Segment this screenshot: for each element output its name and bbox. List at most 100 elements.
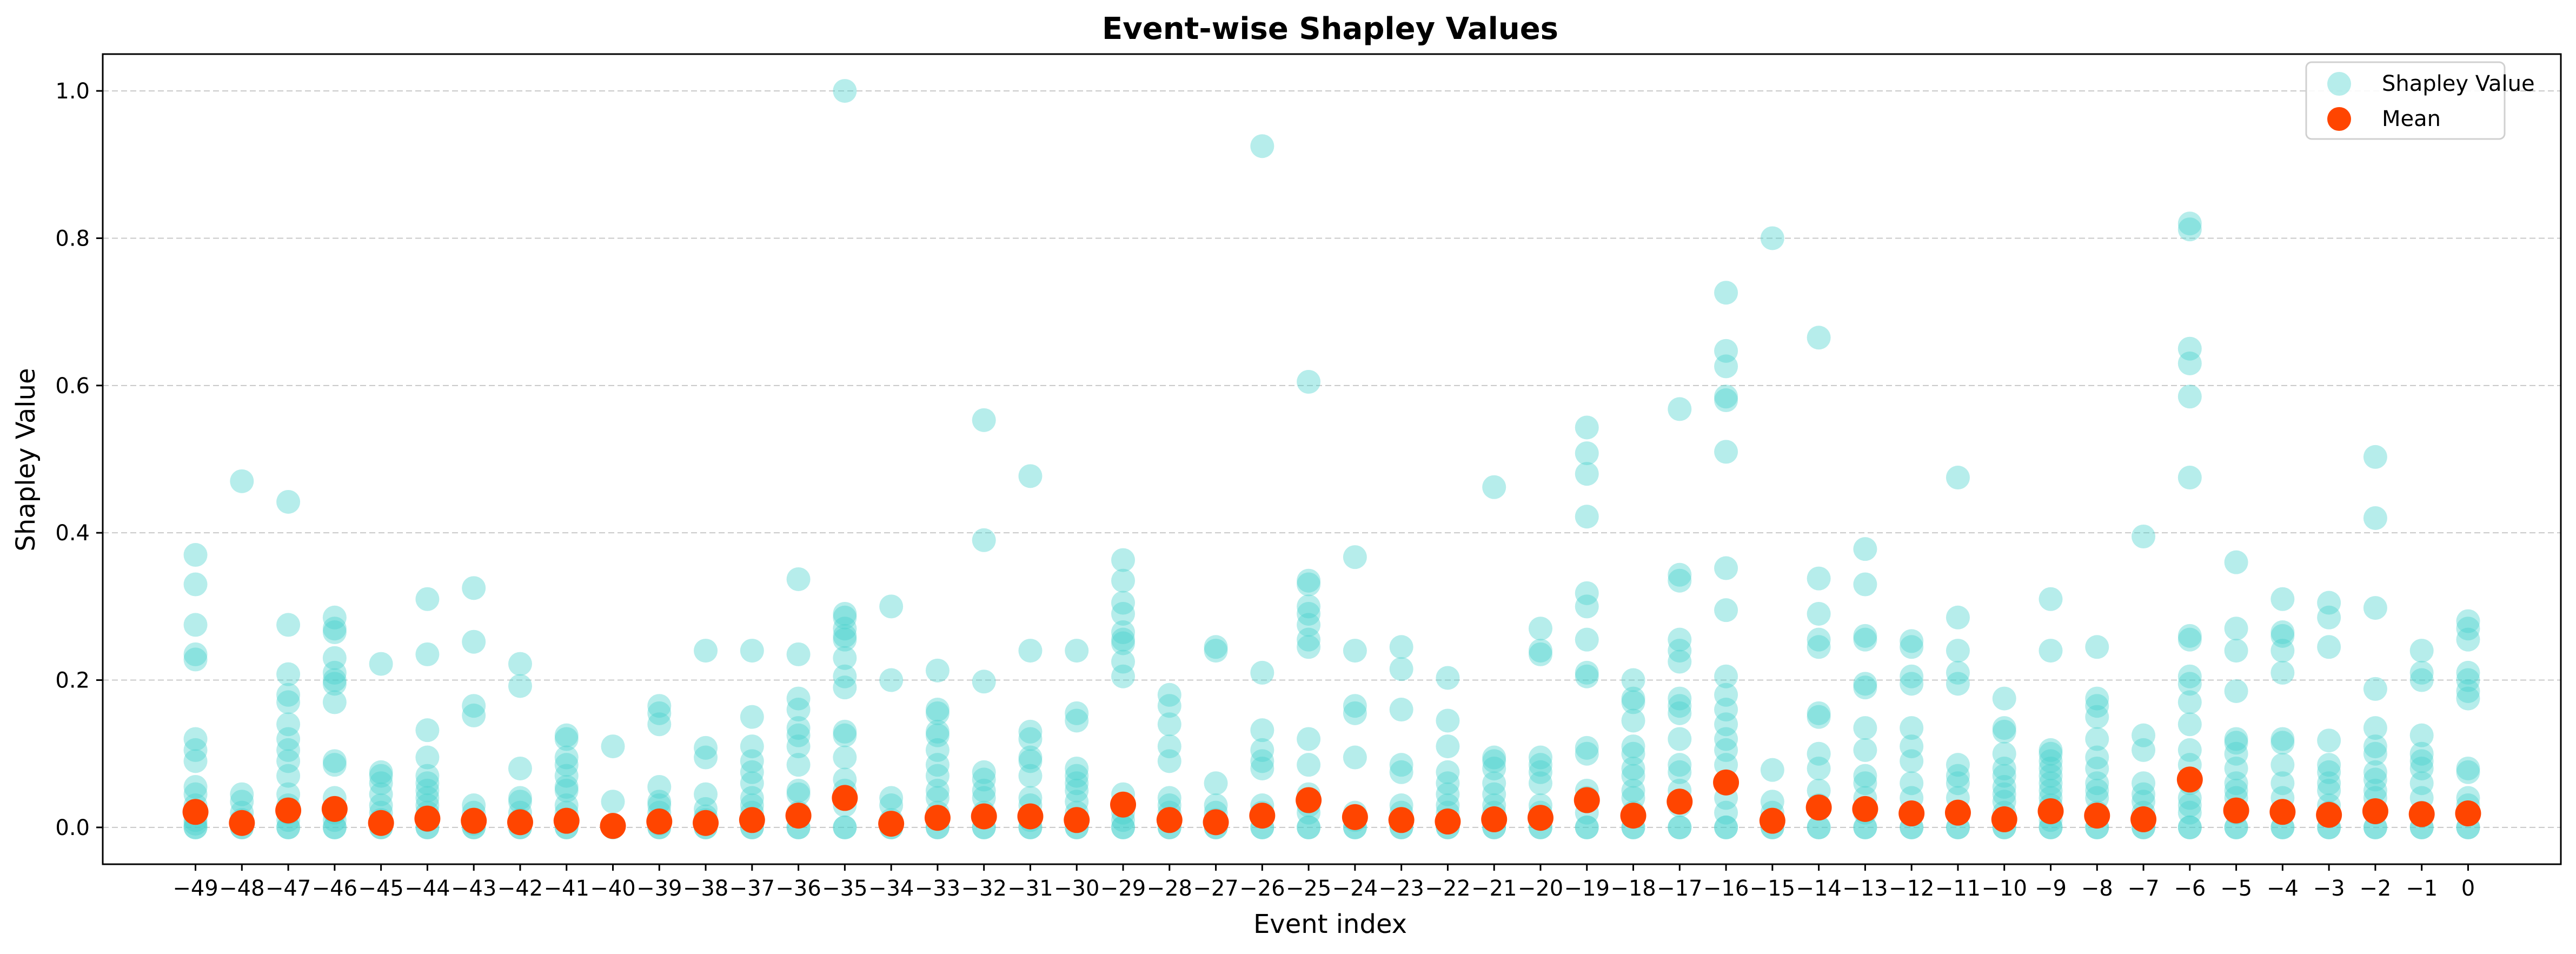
- shapley-point: [369, 771, 393, 796]
- shapley-point: [833, 675, 857, 700]
- shapley-point: [2317, 778, 2341, 803]
- shapley-point: [1065, 790, 1089, 814]
- shapley-point: [1992, 775, 2016, 799]
- mean-point: [2455, 800, 2481, 827]
- shapley-point: [2317, 591, 2341, 615]
- shapley-point: [415, 718, 440, 743]
- shapley-point: [1297, 568, 1321, 593]
- shapley-point: [2363, 716, 2387, 740]
- shapley-point: [1343, 545, 1367, 569]
- y-tick-label: 0.0: [55, 816, 90, 840]
- shapley-point: [2132, 782, 2156, 806]
- shapley-point: [786, 698, 811, 722]
- shapley-point: [2039, 639, 2063, 663]
- shapley-point: [1436, 771, 1460, 796]
- mean-point: [1110, 791, 1137, 818]
- x-tick-label: −25: [1286, 876, 1331, 901]
- legend-marker-shapley: [2327, 72, 2351, 96]
- x-tick-label: −32: [961, 876, 1006, 901]
- shapley-point: [879, 793, 904, 818]
- x-tick-label: −35: [822, 876, 867, 901]
- shapley-point: [972, 786, 996, 810]
- shapley-point: [276, 749, 301, 773]
- shapley-point: [276, 683, 301, 707]
- mean-point: [2408, 801, 2435, 827]
- shapley-point: [786, 753, 811, 777]
- shapley-point: [1621, 741, 1645, 766]
- mean-point: [1481, 806, 1508, 832]
- shapley-point: [925, 764, 950, 788]
- shapley-point: [740, 734, 764, 759]
- shapley-point: [276, 489, 301, 514]
- legend-box: [2305, 61, 2506, 140]
- shapley-point: [2456, 760, 2480, 784]
- shapley-point: [1992, 686, 2016, 711]
- shapley-point: [508, 674, 532, 698]
- shapley-point: [415, 642, 440, 666]
- shapley-point: [2039, 749, 2063, 773]
- shapley-point: [1668, 815, 1692, 839]
- shapley-point: [1250, 756, 1274, 780]
- shapley-point: [833, 79, 857, 103]
- shapley-point: [183, 572, 208, 597]
- shapley-point: [786, 778, 811, 803]
- shapley-point: [2177, 672, 2202, 696]
- shapley-point: [786, 686, 811, 711]
- mean-point: [1156, 807, 1183, 833]
- shapley-point: [276, 613, 301, 637]
- mean-point: [2223, 797, 2249, 824]
- shapley-point: [2363, 506, 2387, 530]
- shapley-point: [2409, 639, 2434, 663]
- shapley-point: [2132, 723, 2156, 747]
- shapley-point: [1436, 666, 1460, 690]
- x-tick-label: −6: [2174, 876, 2206, 901]
- shapley-point: [462, 703, 486, 727]
- shapley-point: [1668, 562, 1692, 587]
- shapley-point: [879, 786, 904, 810]
- shapley-point: [1668, 627, 1692, 652]
- shapley-point: [2132, 738, 2156, 762]
- shapley-point: [740, 705, 764, 729]
- shapley-point: [2177, 336, 2202, 361]
- shapley-point: [2270, 639, 2295, 663]
- shapley-point: [2317, 635, 2341, 659]
- shapley-point: [183, 642, 208, 666]
- shapley-point: [1714, 664, 1738, 688]
- x-tick-label: −27: [1193, 876, 1238, 901]
- mean-point: [1944, 799, 1971, 826]
- shapley-point: [462, 694, 486, 718]
- shapley-point: [2039, 771, 2063, 796]
- shapley-point: [2270, 587, 2295, 611]
- x-tick-label: −13: [1842, 876, 1888, 901]
- shapley-point: [1621, 734, 1645, 759]
- shapley-point: [1482, 756, 1506, 780]
- mean-point: [832, 785, 858, 811]
- shapley-point: [2409, 771, 2434, 796]
- shapley-point: [2409, 660, 2434, 685]
- shapley-point: [2270, 727, 2295, 751]
- shapley-point: [1389, 760, 1413, 784]
- shapley-point: [2177, 627, 2202, 652]
- shapley-point: [925, 719, 950, 744]
- x-tick-label: −28: [1147, 876, 1192, 901]
- shapley-point: [1297, 594, 1321, 619]
- shapley-point: [2224, 679, 2248, 703]
- shapley-point: [2177, 738, 2202, 762]
- shapley-point: [1992, 719, 2016, 744]
- shapley-point: [369, 782, 393, 806]
- shapley-point: [1807, 701, 1831, 725]
- shapley-point: [2177, 217, 2202, 242]
- shapley-point: [1853, 815, 1877, 839]
- shapley-point: [1575, 581, 1599, 605]
- mean-point: [2176, 766, 2203, 793]
- shapley-point: [833, 605, 857, 630]
- shapley-point: [230, 790, 254, 814]
- shapley-point: [1018, 764, 1043, 788]
- shapley-point: [1946, 672, 1970, 696]
- shapley-point: [2456, 627, 2480, 652]
- shapley-point: [1714, 683, 1738, 707]
- y-tick-label: 0.8: [55, 226, 90, 251]
- x-tick-label: −34: [868, 876, 914, 901]
- shapley-point: [1714, 815, 1738, 839]
- shapley-point: [1853, 572, 1877, 597]
